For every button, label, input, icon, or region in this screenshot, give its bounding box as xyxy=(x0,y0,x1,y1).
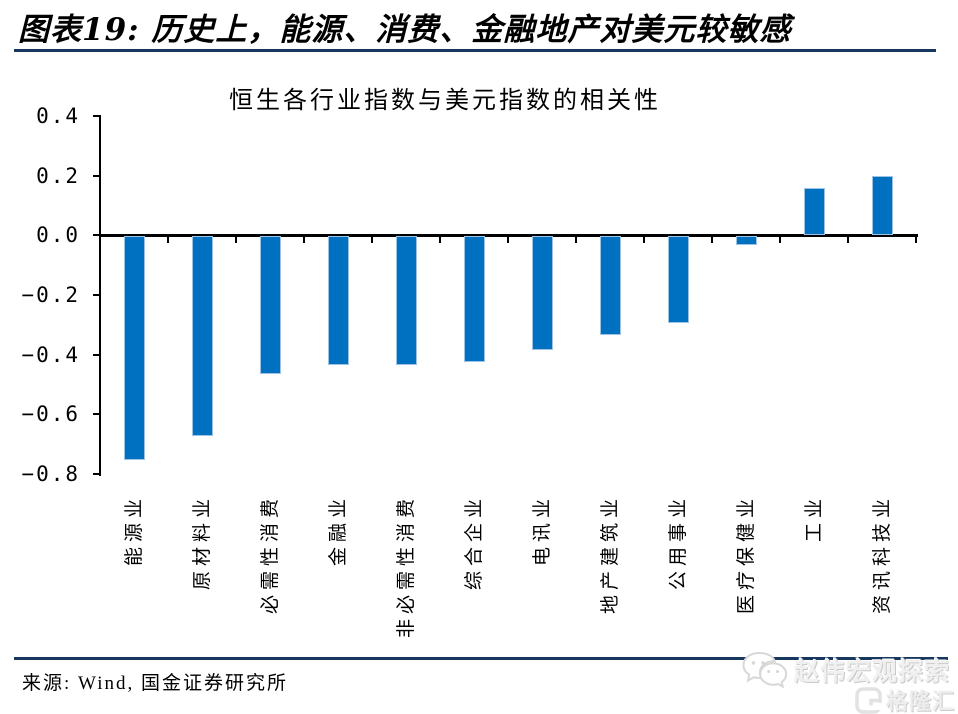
chart-bar xyxy=(395,236,417,365)
y-axis-tick-label: 0.2 xyxy=(36,163,80,188)
x-axis-tick xyxy=(711,236,713,244)
y-axis-tick-label: −0.4 xyxy=(21,342,80,367)
x-axis-tick xyxy=(371,236,373,244)
chart-bar xyxy=(259,236,281,374)
x-axis-zero-line xyxy=(99,234,918,237)
category-label: 公用事业 xyxy=(668,494,689,591)
y-axis-tick-label: −0.6 xyxy=(21,402,80,427)
y-axis-tick-label: −0.2 xyxy=(21,283,80,307)
y-axis-tick xyxy=(93,353,100,356)
watermark-brand: 赵伟宏观探索 xyxy=(740,650,950,690)
chart-bar xyxy=(191,236,213,437)
chart-bar xyxy=(803,187,825,236)
chart-bar xyxy=(735,236,757,246)
chart-bar xyxy=(531,236,553,350)
category-label: 必需性消费 xyxy=(260,494,281,615)
x-axis-tick xyxy=(779,236,781,244)
category-label: 医疗保健业 xyxy=(736,494,757,615)
x-axis-tick xyxy=(643,236,645,244)
x-axis-tick xyxy=(167,236,169,244)
x-axis-tick xyxy=(303,236,305,244)
chart-bar xyxy=(463,236,485,362)
gelonghui-logo: 格隆汇 xyxy=(855,684,955,714)
x-axis-tick xyxy=(575,236,577,244)
chart-bar xyxy=(599,236,621,335)
chart-title: 恒生各行业指数与美元指数的相关性 xyxy=(229,88,661,114)
category-label: 电讯业 xyxy=(532,494,553,567)
category-label: 金融业 xyxy=(328,494,349,567)
figure-title: 图表19: 历史上，能源、消费、金融地产对美元较敏感 xyxy=(18,12,792,48)
y-axis-tick-label: −0.8 xyxy=(21,462,80,486)
gelonghui-g-icon xyxy=(855,686,882,714)
chart-bar xyxy=(871,175,893,236)
chart-bar xyxy=(123,236,145,461)
y-axis-line xyxy=(99,115,101,476)
chart-bar xyxy=(327,236,349,365)
top-divider-line xyxy=(14,49,936,52)
y-axis-tick xyxy=(93,234,100,237)
x-axis-tick xyxy=(915,236,917,244)
category-label: 非必需性消费 xyxy=(396,494,417,639)
y-axis-tick xyxy=(93,473,100,475)
y-axis-tick xyxy=(93,294,100,296)
y-axis-tick-label: 0.0 xyxy=(36,223,80,248)
y-axis-tick xyxy=(93,174,100,177)
x-axis-tick xyxy=(99,236,101,244)
y-axis-tick-label: 0.4 xyxy=(36,104,80,128)
category-label: 地产建筑业 xyxy=(600,494,621,615)
watermark-brand-text: 赵伟宏观探索 xyxy=(794,659,951,686)
gelonghui-logo-text: 格隆汇 xyxy=(886,689,956,714)
category-label: 能源业 xyxy=(124,494,145,567)
category-label: 综合企业 xyxy=(464,494,485,591)
category-label: 资讯科技业 xyxy=(872,494,893,615)
wechat-icon xyxy=(742,651,788,689)
x-axis-tick xyxy=(439,236,441,244)
source-note: 来源: Wind, 国金证券研究所 xyxy=(22,673,288,694)
category-label: 工业 xyxy=(804,494,825,543)
y-axis-tick xyxy=(93,413,100,416)
y-axis-tick xyxy=(93,115,100,117)
bottom-divider-line xyxy=(14,657,948,660)
category-label: 原材料业 xyxy=(192,494,213,591)
x-axis-tick xyxy=(507,236,509,244)
x-axis-tick xyxy=(847,236,849,244)
chart-bar xyxy=(667,236,689,323)
x-axis-tick xyxy=(235,236,237,244)
